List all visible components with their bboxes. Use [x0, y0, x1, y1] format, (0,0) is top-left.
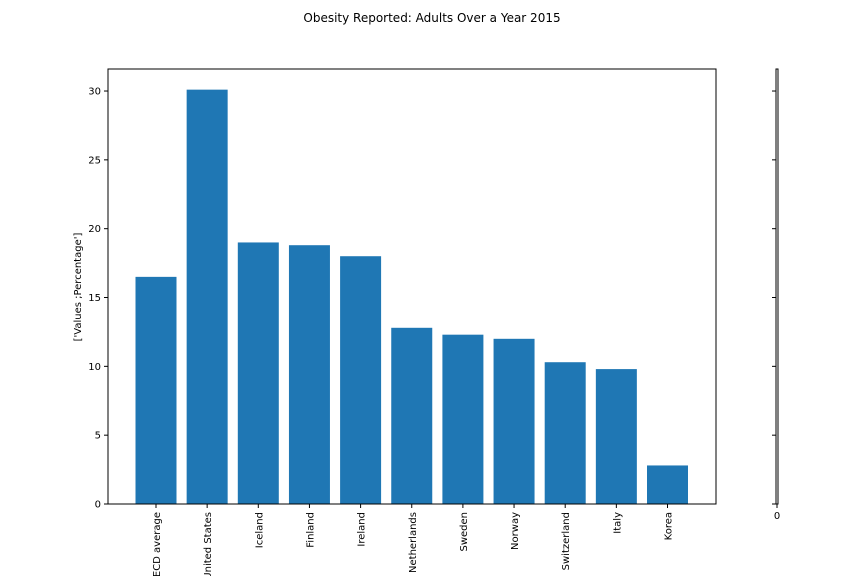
bar — [391, 327, 433, 504]
x-tick-label: Iceland — [254, 512, 265, 548]
side-x-tick-label: 0 — [774, 511, 780, 522]
y-tick-label: 0 — [95, 500, 101, 511]
x-tick-label: Netherlands — [408, 512, 419, 573]
bar — [493, 338, 535, 504]
y-tick-label: 30 — [88, 87, 101, 98]
bar — [647, 465, 688, 504]
x-tick-label: Norway — [510, 512, 521, 550]
x-tick-label: OECD average — [152, 512, 163, 576]
x-tick-label: Ireland — [357, 512, 368, 547]
bar — [595, 369, 637, 504]
x-tick-label: United States — [203, 512, 214, 576]
bar — [544, 362, 586, 504]
y-tick-label: 25 — [88, 155, 101, 166]
y-tick-label: 5 — [95, 431, 101, 442]
y-tick-label: 15 — [88, 293, 101, 304]
plot-frame — [107, 68, 717, 505]
x-tick-label: Sweden — [459, 512, 470, 552]
bar — [288, 245, 330, 505]
y-axis-label: ['Values ;Percentage'] — [73, 233, 84, 342]
bar — [442, 334, 484, 504]
side-axis-frame — [775, 68, 779, 505]
bar — [340, 256, 382, 504]
bar — [186, 89, 228, 504]
x-tick-label: Switzerland — [561, 512, 572, 570]
y-tick-label: 20 — [88, 224, 101, 235]
bar — [237, 242, 279, 504]
chart-title: Obesity Reported: Adults Over a Year 201… — [303, 11, 560, 25]
x-tick-label: Italy — [612, 512, 623, 534]
x-tick-label: Finland — [305, 512, 316, 548]
x-tick-label: Korea — [664, 512, 675, 540]
bar — [135, 276, 177, 504]
y-tick-label: 10 — [88, 362, 101, 373]
